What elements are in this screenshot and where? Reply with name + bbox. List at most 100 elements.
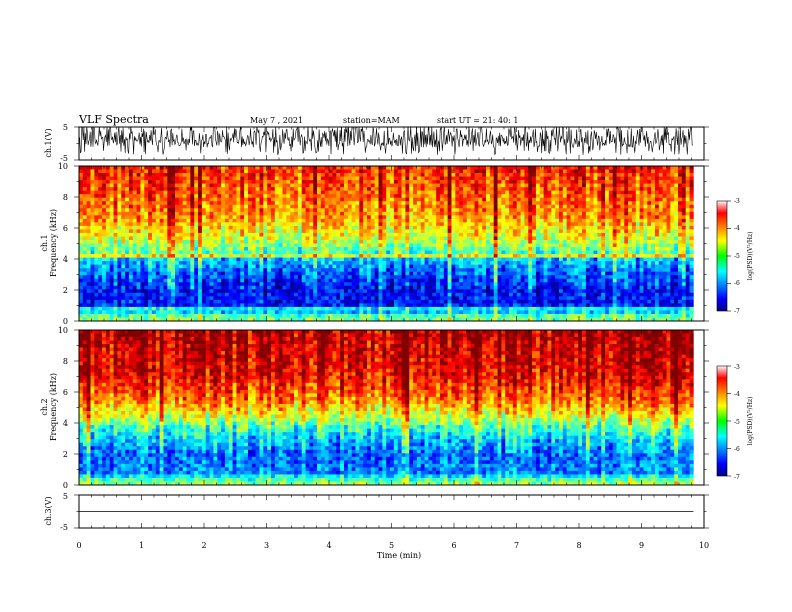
spectrogram-cell bbox=[466, 194, 471, 198]
spectrogram-cell bbox=[670, 208, 675, 213]
spectrogram-cell bbox=[278, 264, 283, 269]
spectrogram-cell bbox=[244, 229, 249, 234]
spectrogram-cell bbox=[201, 208, 207, 213]
spectrogram-cell bbox=[205, 180, 210, 184]
spectrogram-cell bbox=[82, 176, 87, 181]
spectrogram-cell bbox=[190, 176, 195, 181]
spectrogram-cell bbox=[324, 268, 329, 272]
spectrogram-cell bbox=[470, 268, 475, 272]
spectrogram-cell bbox=[240, 197, 245, 202]
spectrogram-cell bbox=[443, 254, 448, 258]
spectrogram-cell bbox=[416, 250, 422, 255]
spectrogram-cell bbox=[643, 254, 648, 258]
spectrogram-cell bbox=[336, 176, 341, 181]
spectrogram-cell bbox=[201, 243, 207, 248]
spectrogram-cell bbox=[451, 257, 456, 262]
spectrogram-cell bbox=[447, 211, 452, 216]
spectrogram-cell bbox=[209, 169, 214, 174]
spectrogram-cell bbox=[570, 208, 575, 213]
spectrogram-cell bbox=[589, 204, 594, 209]
spectrogram-cell bbox=[493, 180, 498, 184]
spectrogram-cell bbox=[658, 264, 663, 269]
spectrogram-cell bbox=[102, 183, 107, 188]
spectrogram-cell bbox=[597, 194, 602, 198]
spectrogram-cell bbox=[516, 247, 521, 251]
spectrogram-cell bbox=[343, 169, 349, 174]
spectrogram-cell bbox=[282, 229, 287, 234]
spectrogram-cell bbox=[628, 183, 633, 188]
spectrogram-cell bbox=[566, 201, 571, 206]
spectrogram-cell bbox=[539, 169, 544, 174]
spectrogram-cell bbox=[90, 169, 95, 174]
spectrogram-cell bbox=[317, 197, 322, 202]
spectrogram-cell bbox=[205, 232, 210, 237]
spectrogram-cell bbox=[259, 211, 264, 216]
spectrogram-cell bbox=[247, 254, 253, 258]
spectrogram-cell bbox=[585, 261, 590, 265]
spectrogram-cell bbox=[140, 229, 145, 234]
spectrogram-cell bbox=[328, 201, 333, 206]
spectrogram-cell bbox=[175, 197, 180, 202]
spectrogram-cell bbox=[620, 183, 625, 188]
spectrogram-cell bbox=[240, 166, 245, 170]
spectrogram-cell bbox=[405, 183, 410, 188]
spectrogram-cell bbox=[247, 187, 253, 191]
spectrogram-cell bbox=[666, 218, 671, 223]
spectrogram-cell bbox=[524, 176, 529, 181]
spectrogram-cell bbox=[432, 257, 437, 262]
spectrogram-cell bbox=[628, 211, 633, 216]
spectrogram-cell bbox=[558, 261, 564, 265]
spectrogram-cell bbox=[190, 225, 195, 230]
spectrogram-cell bbox=[144, 190, 149, 195]
spectrogram-cell bbox=[616, 261, 621, 265]
spectrogram-cell bbox=[136, 173, 141, 177]
spectrogram-cell bbox=[82, 208, 87, 213]
spectrogram-cell bbox=[543, 190, 548, 195]
spectrogram-cell bbox=[247, 247, 253, 251]
spectrogram-cell bbox=[643, 225, 648, 230]
spectrogram-cell bbox=[94, 236, 99, 241]
spectrogram-cell bbox=[466, 211, 471, 216]
spectrogram-cell bbox=[620, 239, 625, 244]
spectrogram-cell bbox=[217, 257, 222, 262]
spectrogram-cell bbox=[259, 243, 264, 248]
spectrogram-cell bbox=[125, 201, 130, 206]
spectrogram-cell bbox=[447, 225, 452, 230]
spectrogram-cell bbox=[570, 180, 575, 184]
spectrogram-cell bbox=[263, 229, 268, 234]
spectrogram-cell bbox=[178, 187, 183, 191]
spectrogram-cell bbox=[336, 173, 341, 177]
spectrogram-cell bbox=[658, 243, 663, 248]
spectrogram-cell bbox=[635, 176, 640, 181]
spectrogram-cell bbox=[524, 268, 529, 272]
spectrogram-cell bbox=[601, 264, 606, 269]
spectrogram-cell bbox=[432, 187, 437, 191]
spectrogram-cell bbox=[608, 166, 614, 170]
spectrogram-cell bbox=[651, 254, 656, 258]
spectrogram-cell bbox=[297, 180, 303, 184]
spectrogram-cell bbox=[374, 218, 379, 223]
spectrogram-cell bbox=[128, 176, 134, 181]
spectrogram-cell bbox=[505, 243, 510, 248]
spectrogram-cell bbox=[489, 264, 494, 269]
spectrogram-cell bbox=[324, 239, 329, 244]
spectrogram-cell bbox=[309, 250, 314, 255]
spectrogram-cell bbox=[209, 261, 214, 265]
spectrogram-cell bbox=[136, 243, 141, 248]
spectrogram-cell bbox=[175, 194, 180, 198]
spectrogram-cell bbox=[532, 201, 537, 206]
spectrogram-cell bbox=[366, 169, 372, 174]
spectrogram-cell bbox=[102, 239, 107, 244]
spectrogram-cell bbox=[420, 180, 425, 184]
spectrogram-cell bbox=[390, 243, 395, 248]
spectrogram-cell bbox=[539, 229, 544, 234]
spectrogram-cell bbox=[612, 247, 617, 251]
spectrogram-cell bbox=[520, 254, 525, 258]
spectrogram-cell bbox=[370, 250, 375, 255]
spectrogram-cell bbox=[501, 166, 506, 170]
spectrogram-cell bbox=[267, 264, 272, 269]
spectrogram-cell bbox=[478, 215, 483, 220]
spectrogram-cell bbox=[305, 264, 310, 269]
spectrogram-cell bbox=[409, 180, 414, 184]
spectrogram-cell bbox=[171, 190, 176, 195]
